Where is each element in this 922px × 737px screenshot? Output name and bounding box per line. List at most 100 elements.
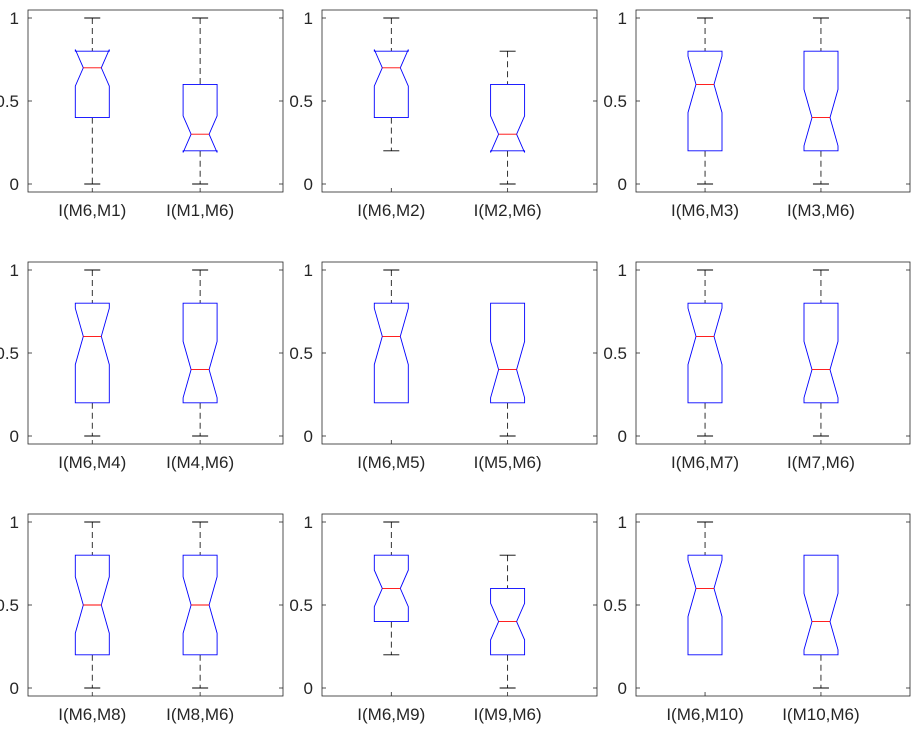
boxplot-panel-1: 0 0.5 1 I(M6,M1) I(M1,M6) [0, 9, 284, 220]
boxplot-panel-2: 0 0.5 1 I(M6,M2) I(M2,M6) [289, 9, 598, 220]
box-1: I(M6,M4) [58, 269, 126, 472]
box-2: I(M7,M6) [787, 269, 855, 472]
notched-box [182, 554, 218, 656]
notched-box [803, 50, 839, 152]
x-tick-label: I(M5,M6) [474, 453, 542, 472]
x-tick-label: I(M6,M1) [58, 201, 126, 220]
axes-frame [321, 261, 598, 445]
y-tick-label: 0.5 [0, 596, 19, 615]
box-2: I(M4,M6) [166, 269, 234, 472]
boxplot-panel-4: 0 0.5 1 I(M6,M4) I(M4,M6) [0, 261, 284, 472]
boxplot-panel-7: 0 0.5 1 I(M6,M8) I(M8,M6) [0, 513, 284, 724]
axes-frame [321, 513, 598, 697]
notched-box [687, 554, 723, 656]
box-2: I(M3,M6) [787, 17, 855, 220]
box-1: I(M6,M3) [671, 17, 739, 220]
x-tick-label: I(M2,M6) [474, 201, 542, 220]
notched-box [182, 83, 218, 153]
axes-frame [635, 513, 911, 697]
y-tick-label: 0.5 [289, 344, 313, 363]
x-tick-label: I(M6,M4) [58, 453, 126, 472]
boxplot-panel-3: 0 0.5 1 I(M6,M3) I(M3,M6) [603, 9, 911, 220]
y-tick-label: 0 [618, 427, 627, 446]
notched-box [373, 554, 409, 623]
x-tick-label: I(M7,M6) [787, 453, 855, 472]
x-tick-label: I(M6,M7) [671, 453, 739, 472]
y-tick-label: 1 [304, 513, 313, 532]
y-tick-label: 0 [304, 175, 313, 194]
box-2: I(M2,M6) [474, 50, 542, 220]
x-tick-label: I(M6,M3) [671, 201, 739, 220]
notched-box [687, 50, 723, 152]
box-1: I(M6,M2) [357, 17, 425, 220]
y-tick-label: 0 [10, 427, 19, 446]
y-tick-label: 1 [10, 9, 19, 28]
y-tick-label: 0 [10, 679, 19, 698]
box-1: I(M6,M5) [357, 269, 425, 472]
notched-box [373, 302, 409, 404]
x-tick-label: I(M6,M8) [58, 705, 126, 724]
notched-box [803, 302, 839, 404]
notched-box [74, 554, 110, 656]
x-tick-label: I(M8,M6) [166, 705, 234, 724]
boxplot-panel-6: 0 0.5 1 I(M6,M7) I(M7,M6) [603, 261, 911, 472]
y-tick-label: 1 [10, 261, 19, 280]
notched-box [182, 302, 218, 404]
y-tick-label: 0.5 [603, 344, 627, 363]
y-tick-label: 0.5 [603, 596, 627, 615]
boxplot-panel-9: 0 0.5 1 I(M6,M10) I(M10,M6) [603, 513, 911, 724]
y-tick-label: 0.5 [0, 344, 19, 363]
y-tick-label: 1 [618, 513, 627, 532]
box-1: I(M6,M9) [357, 521, 425, 724]
x-tick-label: I(M6,M10) [666, 705, 743, 724]
axes-frame [27, 9, 284, 193]
box-1: I(M6,M10) [666, 521, 744, 724]
y-tick-label: 1 [10, 513, 19, 532]
box-1: I(M6,M8) [58, 521, 126, 724]
y-tick-label: 1 [618, 9, 627, 28]
axes-frame [321, 9, 598, 193]
notched-box [803, 554, 839, 656]
box-2: I(M5,M6) [474, 302, 542, 472]
box-1: I(M6,M1) [58, 17, 126, 220]
x-tick-label: I(M10,M6) [782, 705, 859, 724]
box-2: I(M1,M6) [166, 17, 234, 220]
box-2: I(M10,M6) [782, 554, 860, 724]
axes-frame [27, 261, 284, 445]
notched-box [74, 302, 110, 404]
y-tick-label: 1 [618, 261, 627, 280]
y-tick-label: 1 [304, 9, 313, 28]
axes-frame [635, 9, 911, 193]
axes-frame [27, 513, 284, 697]
y-tick-label: 0.5 [289, 92, 313, 111]
box-2: I(M9,M6) [474, 554, 542, 724]
y-tick-label: 0 [618, 175, 627, 194]
boxplot-panel-5: 0 0.5 1 I(M6,M5) I(M5,M6) [289, 261, 598, 472]
y-tick-label: 0 [304, 427, 313, 446]
notched-box [490, 587, 526, 656]
notched-box [490, 302, 526, 404]
notched-box [687, 302, 723, 404]
axes-frame [635, 261, 911, 445]
x-tick-label: I(M6,M2) [357, 201, 425, 220]
notched-box [74, 49, 110, 119]
y-tick-label: 1 [304, 261, 313, 280]
x-tick-label: I(M6,M5) [357, 453, 425, 472]
y-tick-label: 0 [304, 679, 313, 698]
x-tick-label: I(M3,M6) [787, 201, 855, 220]
boxplot-panel-8: 0 0.5 1 I(M6,M9) I(M9,M6) [289, 513, 598, 724]
y-tick-label: 0.5 [603, 92, 627, 111]
notched-box [490, 83, 526, 153]
y-tick-label: 0 [10, 175, 19, 194]
x-tick-label: I(M1,M6) [166, 201, 234, 220]
y-tick-label: 0.5 [0, 92, 19, 111]
y-tick-label: 0.5 [289, 596, 313, 615]
notched-box [373, 49, 409, 119]
x-tick-label: I(M9,M6) [474, 705, 542, 724]
box-2: I(M8,M6) [166, 521, 234, 724]
x-tick-label: I(M6,M9) [357, 705, 425, 724]
x-tick-label: I(M4,M6) [166, 453, 234, 472]
y-tick-label: 0 [618, 679, 627, 698]
box-1: I(M6,M7) [671, 269, 739, 472]
